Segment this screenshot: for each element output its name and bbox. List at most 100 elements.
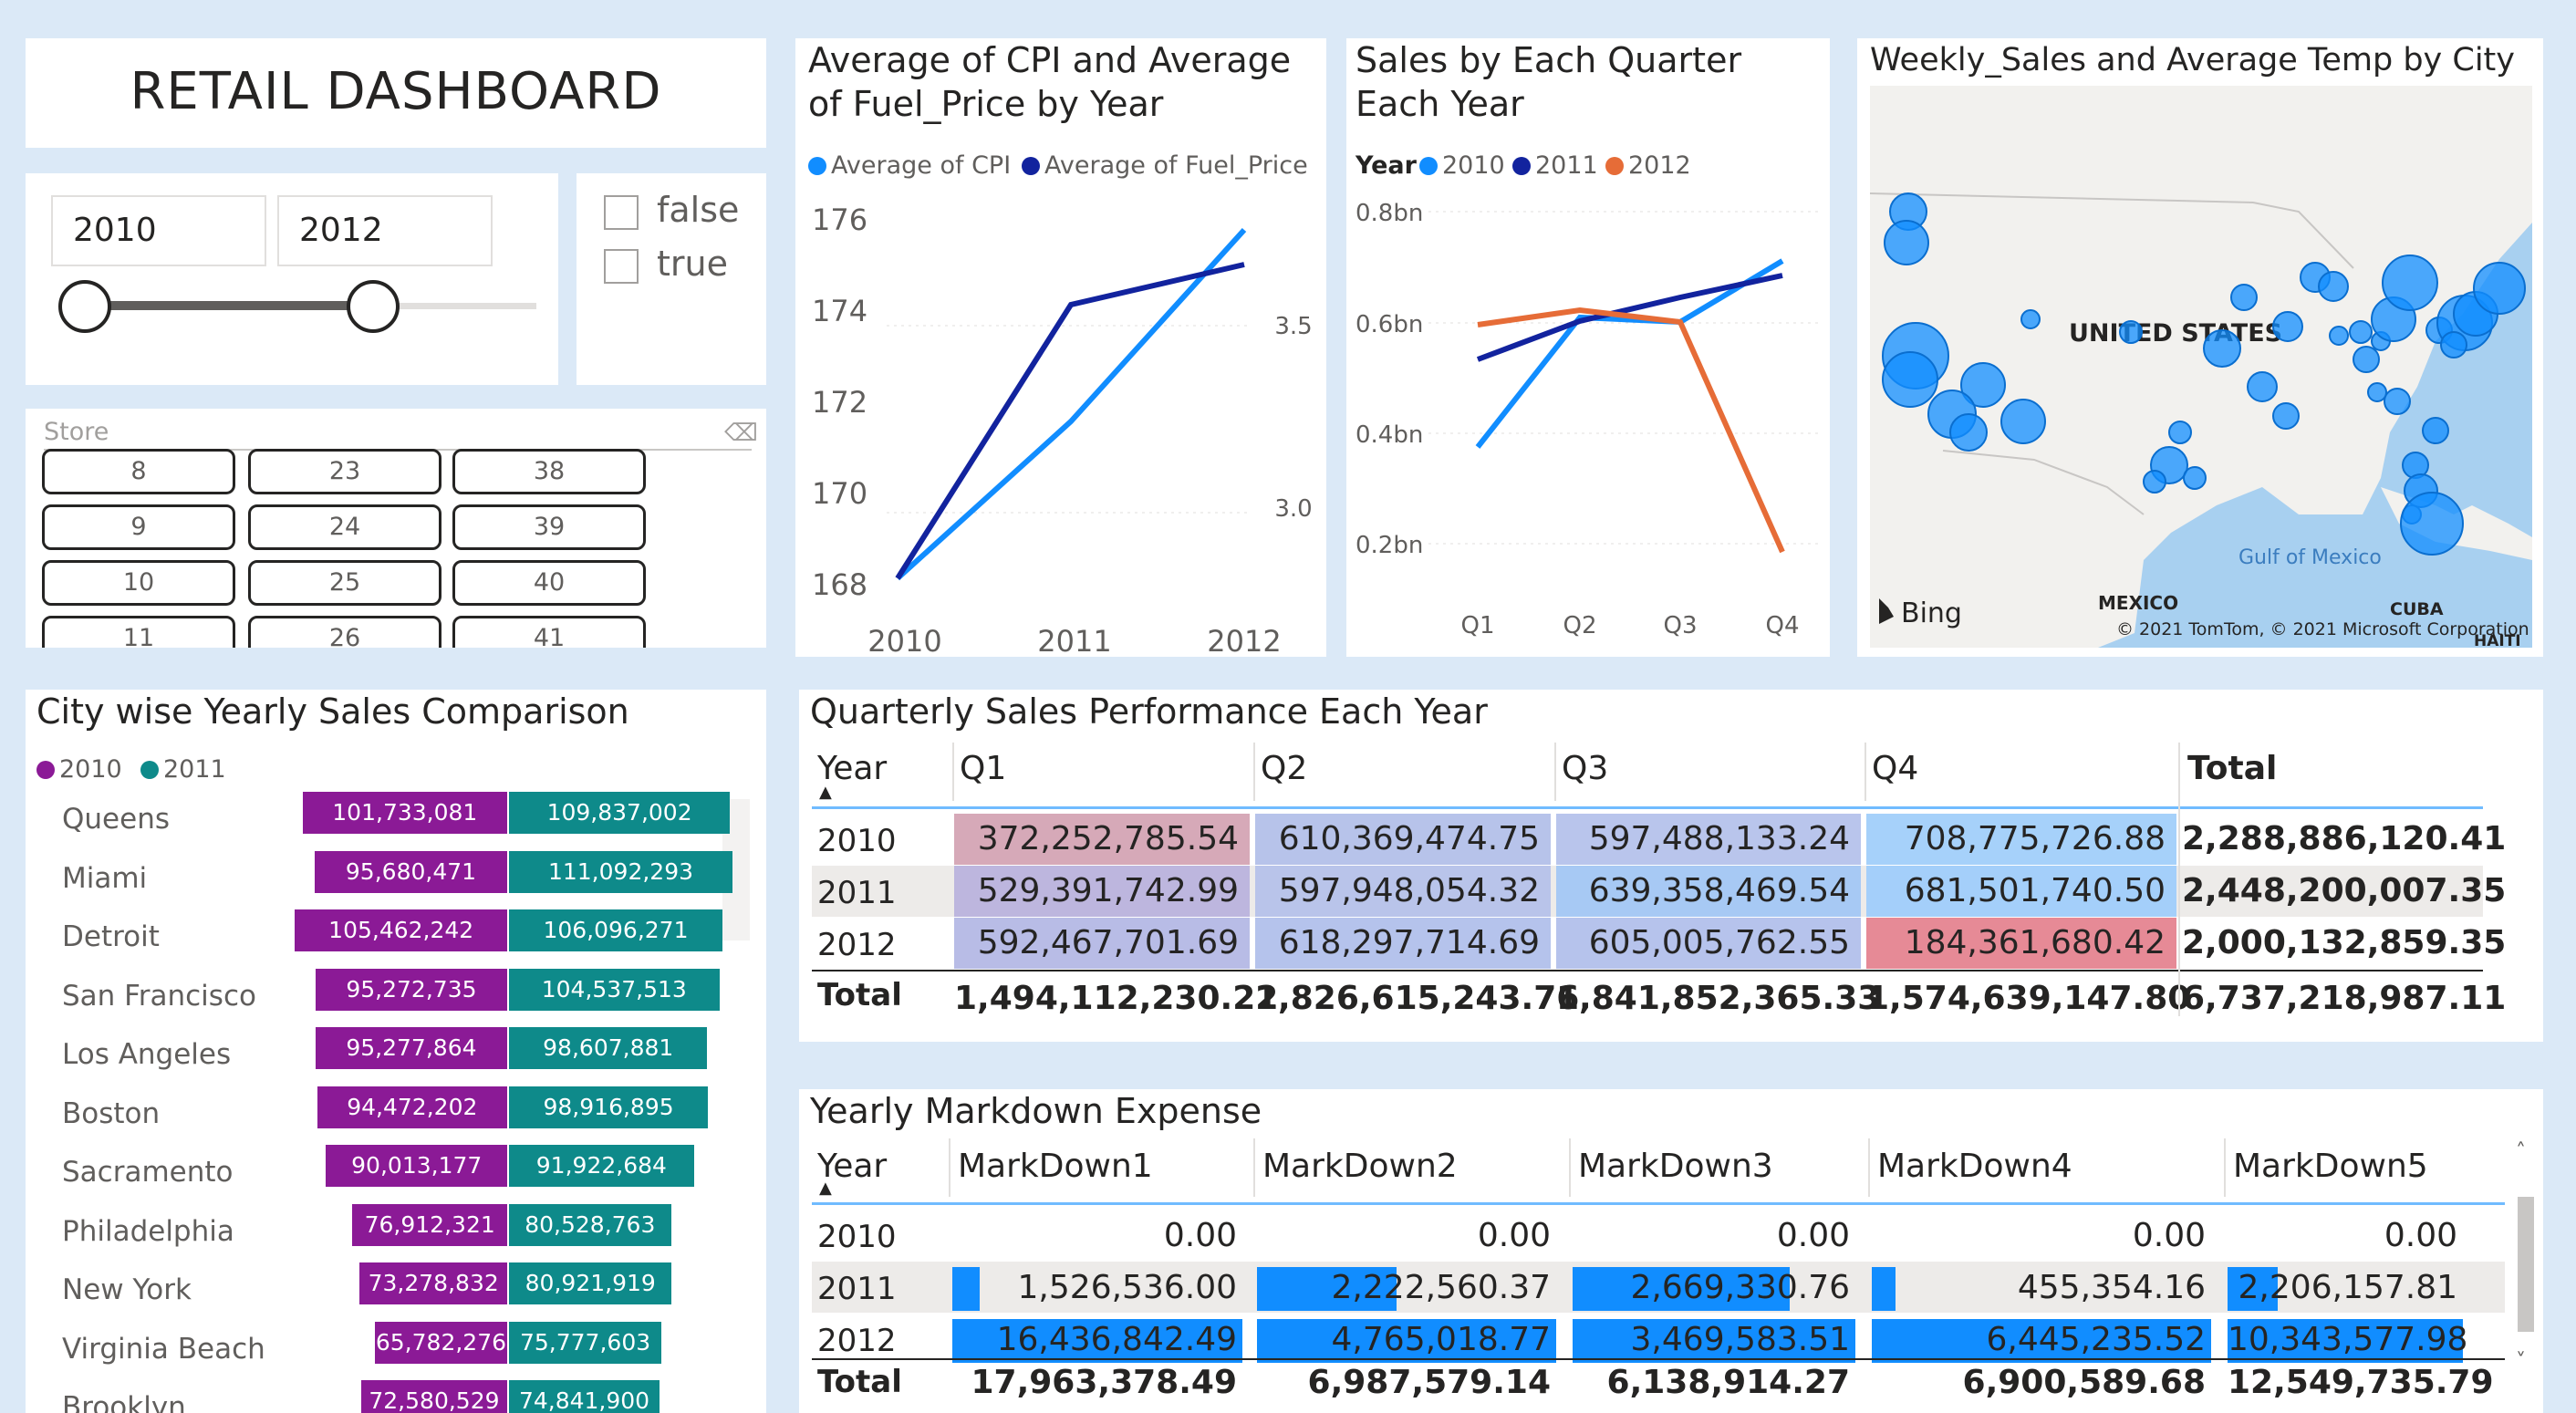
slider-end-handle[interactable] [347, 280, 400, 333]
store-button[interactable]: 24 [248, 504, 441, 550]
column-header[interactable]: Year [817, 750, 888, 787]
map-bubble[interactable] [2473, 262, 2526, 315]
map-bubble[interactable] [2230, 284, 2258, 311]
row-year[interactable]: 2010 [817, 1219, 897, 1255]
column-header[interactable]: MarkDown1 [958, 1148, 1153, 1185]
map-bubble[interactable] [2168, 421, 2192, 444]
row-total[interactable]: 2,448,200,007.35 [2182, 872, 2507, 909]
table-cell[interactable]: 618,297,714.69 [1255, 918, 1551, 969]
map-bubble[interactable] [2440, 331, 2467, 358]
map-bubble[interactable] [2020, 309, 2041, 329]
map-bubble[interactable] [2272, 311, 2303, 342]
bar-2010[interactable]: 72,580,529 [360, 1380, 507, 1413]
row-year[interactable]: 2012 [817, 927, 897, 963]
bar-2011[interactable]: 98,916,895 [509, 1086, 709, 1128]
checkbox-true[interactable] [604, 249, 639, 284]
bar-2011[interactable]: 98,607,881 [509, 1027, 708, 1069]
total-cell[interactable]: 1,826,615,243.76 [1255, 980, 1580, 1017]
bar-2010[interactable]: 65,782,276 [374, 1321, 507, 1364]
column-header[interactable]: Year [817, 1148, 888, 1185]
store-button[interactable]: 40 [452, 560, 646, 606]
row-year[interactable]: 2012 [817, 1323, 897, 1359]
total-cell[interactable]: 1,841,852,365.33 [1556, 980, 1881, 1017]
column-header[interactable]: Total [2187, 750, 2278, 787]
table-cell[interactable]: 10,343,577.98 [2228, 1321, 2468, 1358]
table-cell[interactable]: 6,445,235.52 [1986, 1321, 2206, 1358]
map-bubble[interactable] [2203, 329, 2241, 368]
table-cell[interactable]: 708,775,726.88 [1866, 814, 2176, 865]
grand-total-cell[interactable]: 6,737,218,987.11 [2182, 980, 2507, 1017]
map-bubble[interactable] [2000, 399, 2046, 444]
scrollbar-thumb[interactable] [2518, 1197, 2534, 1332]
checkbox-false[interactable] [604, 195, 639, 230]
row-year[interactable]: 2011 [817, 875, 897, 911]
bar-2011[interactable]: 104,537,513 [509, 968, 720, 1011]
total-cell[interactable]: 6,987,579.14 [1307, 1364, 1551, 1401]
total-cell[interactable]: 12,549,735.79 [2228, 1364, 2494, 1401]
column-header[interactable]: Q1 [960, 750, 1007, 787]
bar-2010[interactable]: 76,912,321 [352, 1203, 507, 1246]
table-cell[interactable]: 3,469,583.51 [1630, 1321, 1850, 1358]
map-bubble[interactable] [2400, 492, 2464, 556]
store-button[interactable]: 41 [452, 616, 646, 648]
column-header[interactable]: MarkDown5 [2233, 1148, 2428, 1185]
table-cell[interactable]: 2,669,330.76 [1630, 1269, 1850, 1306]
table-cell[interactable]: 16,436,842.49 [996, 1321, 1237, 1358]
table-cell[interactable]: 1,526,536.00 [1017, 1269, 1237, 1306]
chevron-down-icon[interactable]: ˅ [2516, 1350, 2526, 1373]
total-cell[interactable]: 1,574,639,147.80 [1866, 980, 2191, 1017]
bar-2010[interactable]: 95,680,471 [314, 850, 507, 893]
table-cell[interactable]: 2,222,560.37 [1331, 1269, 1551, 1306]
table-cell[interactable]: 681,501,740.50 [1866, 866, 2176, 917]
table-cell[interactable]: 610,369,474.75 [1255, 814, 1551, 865]
bar-2011[interactable]: 91,922,684 [509, 1145, 694, 1187]
bar-2011[interactable]: 74,841,900 [509, 1380, 660, 1413]
slider-start-handle[interactable] [58, 280, 111, 333]
table-cell[interactable]: 605,005,762.55 [1556, 918, 1861, 969]
store-button[interactable]: 23 [248, 449, 441, 494]
table-cell[interactable]: 592,467,701.69 [954, 918, 1250, 969]
map-bubble[interactable] [2367, 382, 2387, 402]
bar-2010[interactable]: 101,733,081 [302, 792, 507, 834]
slider-start-input[interactable]: 2010 [51, 195, 266, 266]
store-button[interactable]: 25 [248, 560, 441, 606]
table-cell[interactable]: 184,361,680.42 [1866, 918, 2176, 969]
table-cell[interactable]: 529,391,742.99 [954, 866, 1250, 917]
map-bubble[interactable] [1884, 220, 1929, 265]
table-cell[interactable]: 0.00 [2132, 1217, 2206, 1254]
sort-arrow-icon[interactable]: ▲ [819, 1179, 832, 1198]
map-bubble[interactable] [2119, 320, 2143, 344]
table-cell[interactable]: 2,206,157.81 [2238, 1269, 2457, 1306]
store-button[interactable]: 10 [42, 560, 235, 606]
store-button[interactable]: 8 [42, 449, 235, 494]
map-bubble[interactable] [2143, 470, 2166, 494]
table-cell[interactable]: 597,948,054.32 [1255, 866, 1551, 917]
table-cell[interactable]: 372,252,785.54 [954, 814, 1250, 865]
total-cell[interactable]: 6,138,914.27 [1606, 1364, 1850, 1401]
bar-2010[interactable]: 94,472,202 [317, 1086, 507, 1128]
bar-2010[interactable]: 73,278,832 [359, 1262, 507, 1304]
column-header[interactable]: MarkDown2 [1262, 1148, 1458, 1185]
store-button[interactable]: 11 [42, 616, 235, 648]
bar-2010[interactable]: 105,462,242 [295, 909, 507, 951]
row-total[interactable]: 2,000,132,859.35 [2182, 924, 2507, 961]
store-button[interactable]: 9 [42, 504, 235, 550]
total-cell[interactable]: 6,900,589.68 [1962, 1364, 2206, 1401]
map-bubble[interactable] [2382, 255, 2438, 311]
map-bubble[interactable] [2318, 271, 2349, 302]
row-total[interactable]: 2,288,886,120.41 [2182, 820, 2507, 857]
map-bubble[interactable] [2349, 320, 2373, 344]
row-year[interactable]: 2011 [817, 1271, 897, 1307]
map-bubble[interactable] [1949, 413, 1988, 452]
bar-2011[interactable]: 80,528,763 [509, 1203, 671, 1246]
total-cell[interactable]: 1,494,112,230.22 [954, 980, 1279, 1017]
bar-2011[interactable]: 111,092,293 [509, 850, 732, 893]
table-cell[interactable]: 0.00 [1776, 1217, 1850, 1254]
column-header[interactable]: MarkDown4 [1877, 1148, 2072, 1185]
bar-2010[interactable]: 95,272,735 [315, 968, 507, 1011]
table-cell[interactable]: 0.00 [2384, 1217, 2457, 1254]
bar-2011[interactable]: 75,777,603 [509, 1321, 662, 1364]
chevron-up-icon[interactable]: ˄ [2516, 1140, 2526, 1163]
bar-2010[interactable]: 95,277,864 [315, 1027, 507, 1069]
row-year[interactable]: 2010 [817, 823, 897, 859]
